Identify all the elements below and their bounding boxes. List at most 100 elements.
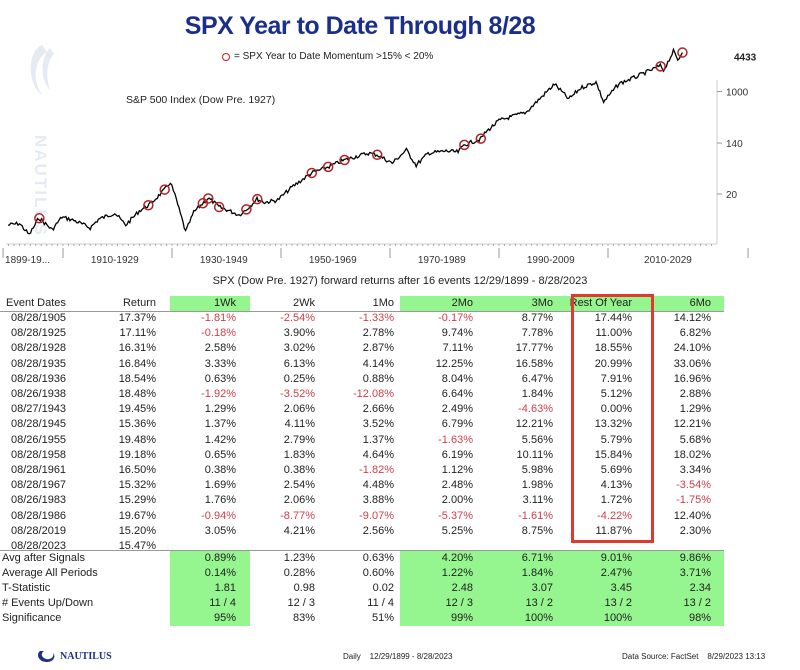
return-value: 15.47% xyxy=(118,540,156,552)
return-value: 6.79% xyxy=(441,418,473,431)
return-value: 0.63% xyxy=(204,372,236,385)
return-value: 12.21% xyxy=(673,418,711,431)
return-value: 5.56% xyxy=(521,433,553,446)
return-value: 19.45% xyxy=(118,403,156,416)
return-value: -3.52% xyxy=(280,388,315,400)
return-value: 15.84% xyxy=(594,448,632,461)
return-value: 1.37% xyxy=(204,418,236,431)
x-tick-label: 1910-1929 xyxy=(91,255,139,266)
return-value: 1.37% xyxy=(362,433,394,446)
stats-divider xyxy=(0,550,724,551)
column-header: 2Wk xyxy=(293,297,315,309)
return-value: 1.76% xyxy=(204,494,236,507)
event-date: 08/28/1936 xyxy=(11,372,67,385)
return-value: 4.64% xyxy=(362,448,394,461)
return-value: 1.69% xyxy=(204,479,236,492)
return-value: 3.90% xyxy=(283,327,315,340)
return-value: 18.02% xyxy=(673,448,711,461)
return-value: 18.55% xyxy=(594,342,632,355)
return-value: 8.77% xyxy=(521,312,553,324)
return-value: 15.20% xyxy=(118,524,156,537)
event-marker xyxy=(143,200,154,211)
nautilus-logo: NAUTILUS xyxy=(36,648,112,664)
return-value: -1.63% xyxy=(438,433,473,446)
x-tick-label: 2010-2029 xyxy=(644,255,692,266)
stat-value: 51% xyxy=(371,612,394,624)
stat-value: 11 / 4 xyxy=(367,597,394,609)
return-value: 2.79% xyxy=(283,433,315,446)
return-value: 2.54% xyxy=(283,479,315,492)
return-value: 6.13% xyxy=(283,357,315,370)
stat-value: 0.28% xyxy=(283,567,315,579)
return-value: 16.84% xyxy=(118,357,156,370)
return-value: 0.38% xyxy=(283,464,315,476)
rest-of-year-highlight-box xyxy=(571,294,654,543)
footer-timestamp: 8/29/2023 13:13 xyxy=(707,652,766,661)
return-value: -0.18% xyxy=(201,327,236,340)
header-divider xyxy=(0,311,724,312)
return-value: 6.19% xyxy=(441,448,473,461)
event-marker xyxy=(34,213,45,224)
return-value: 11.00% xyxy=(595,327,633,340)
return-value: 2.00% xyxy=(441,494,473,507)
return-value: 3.88% xyxy=(362,494,394,507)
stat-value: 9.01% xyxy=(600,552,632,564)
return-value: 12.21% xyxy=(515,418,553,431)
stat-value: 0.02 xyxy=(372,582,394,594)
return-value: -1.61% xyxy=(518,509,553,522)
price-line xyxy=(8,47,683,235)
event-marker xyxy=(475,133,487,144)
event-date: 08/28/1925 xyxy=(11,327,67,340)
header-highlight xyxy=(486,296,572,311)
event-marker xyxy=(322,161,334,173)
column-header: 1Wk xyxy=(214,297,236,309)
return-value: 10.11% xyxy=(516,448,554,461)
return-value: -1.82% xyxy=(359,464,394,476)
return-value: 3.11% xyxy=(522,494,553,507)
return-value: 12.25% xyxy=(435,357,473,370)
footer-data-source: Data Source: FactSet xyxy=(622,652,699,661)
stat-label: Average All Periods xyxy=(2,567,98,579)
chart-title: SPX Year to Date Through 8/28 xyxy=(184,12,536,40)
stat-value: 13 / 2 xyxy=(683,597,711,609)
event-date: 08/28/1986 xyxy=(11,509,67,522)
event-marker xyxy=(159,184,170,195)
return-value: -1.75% xyxy=(676,494,711,507)
return-value: 3.33% xyxy=(204,357,236,370)
stats-highlight xyxy=(652,551,724,626)
return-value: 4.14% xyxy=(362,357,394,370)
last-value-label: 4433 xyxy=(734,53,757,64)
return-value: 1.29% xyxy=(204,403,236,416)
event-date: 08/27/1943 xyxy=(11,403,67,416)
return-value: 2.58% xyxy=(204,342,236,355)
x-tick-label: 1990-2009 xyxy=(527,255,575,266)
return-value: 17.77% xyxy=(515,342,553,355)
return-value: -1.92% xyxy=(201,388,236,400)
stat-value: 2.34 xyxy=(689,582,711,594)
return-value: 19.67% xyxy=(118,509,156,522)
event-marker xyxy=(459,139,470,151)
nautilus-logo-icon xyxy=(38,651,55,662)
stat-value: 83% xyxy=(292,612,315,624)
stat-value: 2.47% xyxy=(600,567,632,579)
return-value: -12.08% xyxy=(353,388,394,400)
event-date: 08/28/1961 xyxy=(11,464,67,476)
column-header: Rest Of Year xyxy=(569,297,632,309)
return-value: 6.64% xyxy=(441,388,473,400)
return-value: -4.22% xyxy=(597,509,632,522)
return-value: 7.91% xyxy=(600,372,632,385)
event-date: 08/28/2019 xyxy=(11,524,67,537)
return-value: 2.30% xyxy=(679,524,711,537)
return-value: 4.48% xyxy=(362,479,394,492)
return-value: 7.78% xyxy=(521,327,553,340)
stat-value: 6.71% xyxy=(521,552,553,564)
event-date: 08/26/1938 xyxy=(11,388,67,400)
return-value: 4.21% xyxy=(283,524,315,537)
event-marker xyxy=(252,193,263,205)
stat-label: Significance xyxy=(2,612,62,624)
stat-value: 1.84% xyxy=(521,567,553,579)
stat-label: Avg after Signals xyxy=(2,552,85,564)
footer-frequency: Daily xyxy=(343,652,361,661)
stat-label: T-Statistic xyxy=(2,582,51,594)
y-tick-label: 140 xyxy=(726,139,743,150)
